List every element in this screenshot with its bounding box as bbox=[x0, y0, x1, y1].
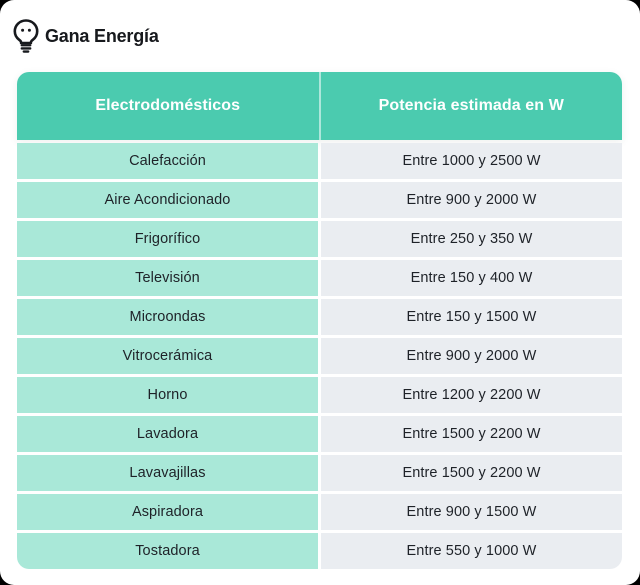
table-row: Aire Acondicionado Entre 900 y 2000 W bbox=[17, 182, 622, 218]
table-row: Microondas Entre 150 y 1500 W bbox=[17, 299, 622, 335]
appliance-cell: Televisión bbox=[17, 260, 318, 296]
appliance-cell: Aire Acondicionado bbox=[17, 182, 318, 218]
power-cell: Entre 1000 y 2500 W bbox=[321, 143, 622, 179]
power-cell: Entre 1500 y 2200 W bbox=[321, 455, 622, 491]
table-row: Horno Entre 1200 y 2200 W bbox=[17, 377, 622, 413]
power-cell: Entre 150 y 1500 W bbox=[321, 299, 622, 335]
power-cell: Entre 550 y 1000 W bbox=[321, 533, 622, 569]
column-header-power: Potencia estimada en W bbox=[318, 72, 623, 140]
table-row: Lavavajillas Entre 1500 y 2200 W bbox=[17, 455, 622, 491]
appliance-cell: Horno bbox=[17, 377, 318, 413]
table-row: Televisión Entre 150 y 400 W bbox=[17, 260, 622, 296]
lightbulb-face-icon bbox=[13, 19, 39, 53]
power-cell: Entre 900 y 2000 W bbox=[321, 182, 622, 218]
column-header-appliances: Electrodomésticos bbox=[95, 97, 241, 114]
appliance-cell: Lavavajillas bbox=[17, 455, 318, 491]
appliance-cell: Lavadora bbox=[17, 416, 318, 452]
table-row: Frigorífico Entre 250 y 350 W bbox=[17, 221, 622, 257]
appliance-power-table: Electrodomésticos Potencia estimada en W… bbox=[17, 72, 622, 569]
power-cell: Entre 900 y 2000 W bbox=[321, 338, 622, 374]
appliance-cell: Vitrocerámica bbox=[17, 338, 318, 374]
appliance-cell: Tostadora bbox=[17, 533, 318, 569]
brand-name: Gana Energía bbox=[45, 25, 159, 46]
table-row: Lavadora Entre 1500 y 2200 W bbox=[17, 416, 622, 452]
table-row: Aspiradora Entre 900 y 1500 W bbox=[17, 494, 622, 530]
table-row: Vitrocerámica Entre 900 y 2000 W bbox=[17, 338, 622, 374]
appliance-cell: Calefacción bbox=[17, 143, 318, 179]
table-header-row: Electrodomésticos Potencia estimada en W bbox=[17, 72, 622, 140]
appliance-cell: Frigorífico bbox=[17, 221, 318, 257]
brand-header: Gana Energía bbox=[0, 0, 640, 56]
appliance-cell: Microondas bbox=[17, 299, 318, 335]
power-cell: Entre 1500 y 2200 W bbox=[321, 416, 622, 452]
table-row: Calefacción Entre 1000 y 2500 W bbox=[17, 143, 622, 179]
power-cell: Entre 150 y 400 W bbox=[321, 260, 622, 296]
power-cell: Entre 1200 y 2200 W bbox=[321, 377, 622, 413]
appliance-cell: Aspiradora bbox=[17, 494, 318, 530]
power-cell: Entre 900 y 1500 W bbox=[321, 494, 622, 530]
power-cell: Entre 250 y 350 W bbox=[321, 221, 622, 257]
table-row: Tostadora Entre 550 y 1000 W bbox=[17, 533, 622, 569]
